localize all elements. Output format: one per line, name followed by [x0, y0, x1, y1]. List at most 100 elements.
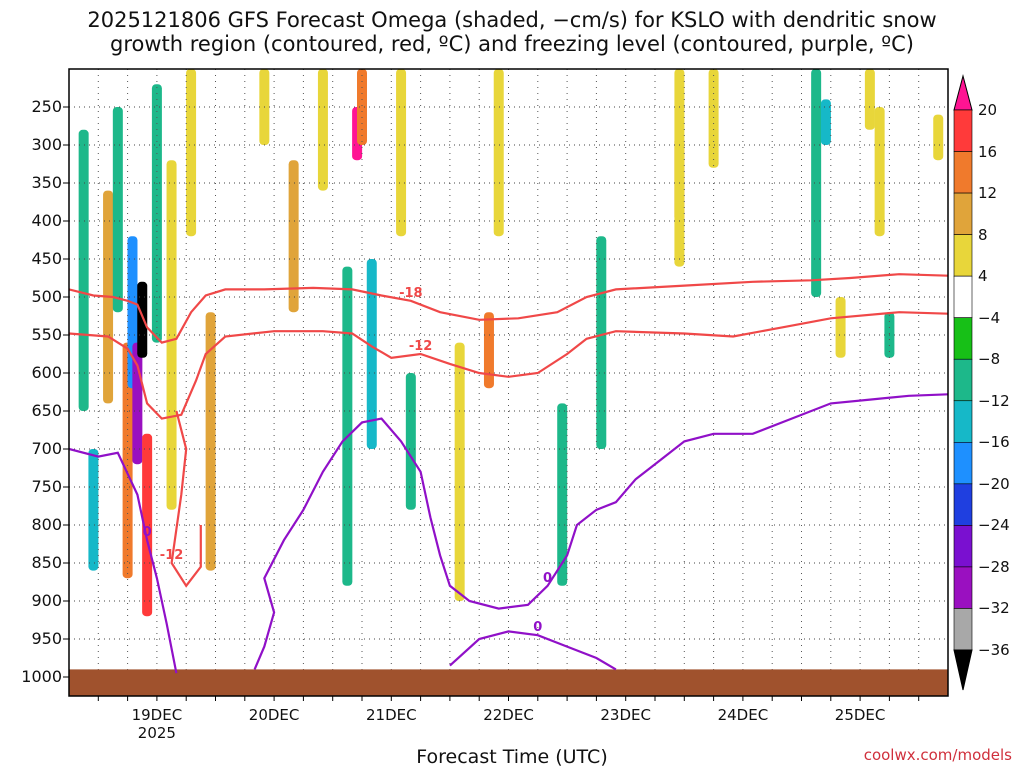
x-tick-label: 24DEC	[717, 706, 769, 724]
y-tick-label: 750	[31, 477, 62, 496]
omega-cell	[357, 69, 367, 145]
colorbar-label: −8	[978, 350, 1001, 369]
colorbar-segment	[953, 525, 973, 568]
omega-cell	[317, 69, 328, 191]
y-tick-label: 700	[31, 439, 62, 458]
omega-cell	[342, 266, 353, 586]
freezing-contour-label: 0	[143, 525, 152, 540]
colorbar-label: −32	[978, 599, 1010, 618]
omega-cell	[405, 373, 416, 510]
omega-cell	[288, 160, 299, 313]
chart-title-line2: growth region (contoured, red, ºC) and f…	[110, 32, 914, 56]
dendritic-contour-label: -18	[399, 286, 423, 301]
y-tick-label: 650	[31, 401, 62, 420]
colorbar-segment	[953, 358, 973, 402]
omega-cell	[78, 129, 89, 412]
freezing-contour	[449, 630, 617, 671]
dendritic-contour	[69, 273, 948, 344]
colorbar-label: −28	[978, 557, 1010, 576]
y-tick-label: 600	[31, 363, 62, 382]
chart-title-line1: 2025121806 GFS Forecast Omega (shaded, −…	[87, 8, 937, 32]
x-axis-title: Forecast Time (UTC)	[416, 746, 608, 768]
omega-cell	[88, 449, 99, 571]
x-tick-label: 25DEC	[834, 706, 886, 724]
omega-cell	[205, 312, 216, 571]
y-tick-label: 1000	[21, 667, 62, 686]
colorbar-label: −36	[978, 641, 1010, 659]
x-year-label: 2025	[137, 724, 176, 742]
colorbar-segment	[953, 317, 973, 360]
colorbar-cap-top	[953, 74, 973, 111]
omega-cell	[137, 281, 148, 358]
colorbar-label: 8	[978, 225, 988, 244]
omega-cell	[142, 433, 153, 617]
omega-cell	[708, 69, 719, 168]
colorbar-segment	[953, 442, 973, 485]
omega-cell	[811, 69, 822, 297]
y-tick-label: 800	[31, 515, 62, 534]
omega-cell	[454, 342, 465, 601]
omega-cell	[366, 259, 377, 449]
x-tick-label: 21DEC	[366, 706, 417, 724]
omega-cell	[596, 236, 607, 449]
x-tick-label: 20DEC	[248, 706, 300, 724]
terrain-band	[69, 669, 948, 696]
colorbar-label: 12	[978, 184, 998, 203]
site-credit[interactable]: coolwx.com/models	[863, 746, 1012, 764]
y-tick-label: 300	[31, 135, 62, 154]
colorbar-segment	[953, 234, 973, 277]
y-tick-label: 450	[31, 249, 62, 268]
freezing-contour-label: 0	[533, 620, 542, 635]
colorbar-segment	[953, 400, 973, 443]
x-tick-label: 22DEC	[483, 706, 534, 724]
dendritic-contour-label: -12	[160, 548, 184, 563]
dendritic-contour-label: -12	[409, 339, 433, 354]
y-tick-label: 950	[31, 629, 62, 648]
omega-cell	[112, 107, 123, 313]
x-tick-label: 23DEC	[600, 706, 651, 724]
omega-cell	[674, 69, 685, 267]
y-tick-label: 400	[31, 211, 62, 230]
colorbar-label: 20	[978, 101, 998, 119]
colorbar-segment	[953, 151, 973, 194]
omega-cell	[874, 107, 885, 237]
dendritic-contour	[170, 410, 202, 588]
x-tick-label: 19DEC	[131, 706, 183, 724]
colorbar-segment	[953, 566, 973, 609]
omega-cell	[864, 69, 875, 130]
omega-cell	[186, 69, 197, 237]
freezing-contour	[69, 447, 178, 674]
y-tick-label: 500	[31, 287, 62, 306]
y-tick-label: 900	[31, 591, 62, 610]
colorbar-label: −4	[978, 308, 1001, 327]
omega-cell	[933, 114, 944, 161]
plot-frame	[68, 68, 949, 697]
freezing-contour	[253, 393, 948, 670]
colorbar-segment	[953, 192, 973, 235]
colorbar-label: −24	[978, 516, 1010, 535]
colorbar-segment	[953, 109, 973, 152]
omega-cell	[835, 297, 846, 358]
freezing-contour-label: 0	[543, 571, 552, 586]
dendritic-contour	[69, 311, 948, 420]
colorbar-cap-bottom	[953, 649, 973, 691]
y-tick-label: 550	[31, 325, 62, 344]
colorbar-label: −16	[978, 433, 1010, 452]
omega-cell	[820, 99, 831, 145]
colorbar-segment	[953, 608, 973, 651]
colorbar-segment	[953, 275, 973, 318]
y-tick-label: 850	[31, 553, 62, 572]
omega-cell	[493, 69, 504, 237]
y-tick-label: 250	[31, 97, 62, 116]
colorbar-label: 4	[978, 267, 988, 286]
colorbar-label: 16	[978, 142, 998, 161]
omega-cell	[166, 160, 177, 510]
colorbar-label: −20	[978, 474, 1010, 493]
omega-cell	[483, 312, 494, 389]
colorbar-label: −12	[978, 391, 1010, 410]
omega-cell	[396, 69, 407, 237]
omega-cell	[122, 342, 133, 579]
y-tick-label: 350	[31, 173, 62, 192]
